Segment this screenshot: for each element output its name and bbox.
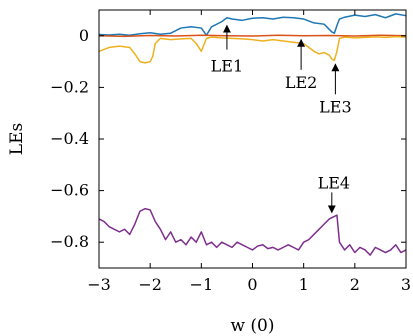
y-axis-label: LEs: [7, 123, 27, 155]
axes-layer: [98, 9, 407, 269]
tick-layer: −3 −2 −1 0 1 2 3 0 −0.2 −0.4 −0.6 −0.8: [50, 10, 411, 294]
x-axis-label: w (0): [230, 316, 274, 336]
series-layer: [98, 13, 407, 256]
annotation-label-le1: LE1: [211, 57, 243, 76]
x-tick-label: 0: [247, 275, 257, 294]
y-tick-label: −0.8: [50, 232, 89, 251]
y-tick-label: −0.2: [50, 77, 89, 96]
y-tick-label: 0: [79, 26, 89, 45]
x-tick-label: −1: [190, 275, 214, 294]
annotation-label-le3: LE3: [319, 97, 351, 116]
x-tick-label: 2: [350, 275, 360, 294]
plot-frame: [98, 9, 407, 269]
x-tick-label: 1: [299, 275, 309, 294]
y-tick-label: −0.6: [50, 181, 89, 200]
y-tick-label: −0.4: [50, 129, 89, 148]
series-line-le3: [98, 35, 407, 64]
series-line-le1: [98, 13, 407, 37]
x-tick-label: −3: [87, 275, 111, 294]
annotation-label-le4: LE4: [318, 173, 350, 192]
x-tick-label: 3: [401, 275, 411, 294]
series-line-le2: [98, 34, 407, 38]
annotation-label-le2: LE2: [285, 73, 317, 92]
series-line-le4: [98, 207, 407, 256]
x-tick-label: −2: [138, 275, 162, 294]
